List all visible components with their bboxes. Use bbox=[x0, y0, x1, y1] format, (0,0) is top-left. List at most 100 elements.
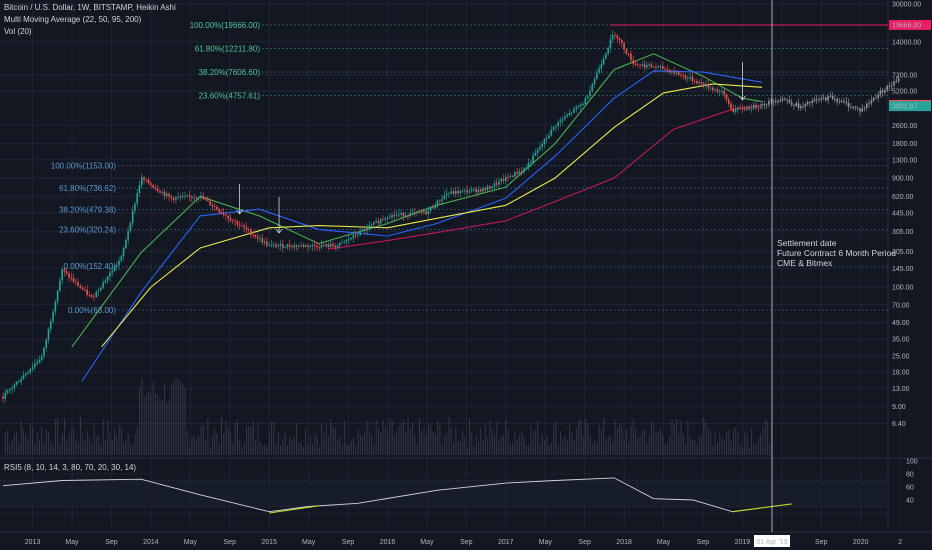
ma-line bbox=[328, 104, 763, 250]
volume-bar bbox=[434, 433, 436, 455]
candle bbox=[18, 381, 20, 383]
volume-indicator-label[interactable]: Vol (20) bbox=[4, 27, 32, 36]
time-tick-label: 2 bbox=[898, 539, 902, 546]
candle bbox=[737, 107, 739, 110]
candle bbox=[304, 245, 307, 247]
candle bbox=[504, 176, 507, 181]
candle bbox=[559, 120, 562, 123]
ma-line bbox=[71, 53, 763, 348]
candle bbox=[227, 215, 230, 219]
volume-bar bbox=[327, 436, 329, 455]
volume-bar bbox=[104, 439, 106, 455]
projection-candle bbox=[765, 104, 768, 106]
candle bbox=[84, 289, 86, 291]
projection-candle bbox=[786, 99, 788, 101]
candle bbox=[386, 217, 389, 219]
price-tick-label: 70.00 bbox=[892, 302, 910, 309]
volume-bar bbox=[400, 423, 402, 455]
volume-bar bbox=[762, 426, 764, 455]
volume-bar bbox=[650, 422, 652, 455]
candle bbox=[623, 42, 625, 50]
candle bbox=[673, 71, 675, 74]
candle bbox=[557, 122, 559, 127]
volume-bar bbox=[125, 440, 127, 455]
volume-bar bbox=[701, 436, 703, 455]
fib-right-label: 23.60%(4757.61) bbox=[199, 91, 261, 100]
volume-bar bbox=[332, 425, 334, 455]
volume-bar bbox=[669, 435, 671, 455]
volume-bar bbox=[619, 423, 621, 455]
volume-bar bbox=[660, 428, 662, 455]
candle bbox=[416, 211, 418, 213]
volume-bar bbox=[202, 424, 204, 455]
volume-bar bbox=[352, 437, 354, 455]
projection-candle bbox=[799, 106, 802, 109]
volume-bar bbox=[635, 428, 637, 455]
candle bbox=[202, 195, 205, 199]
volume-bar bbox=[234, 423, 236, 455]
candle bbox=[336, 245, 339, 248]
volume-bar bbox=[366, 419, 368, 455]
price-tick-label: 7200.00 bbox=[892, 72, 917, 79]
projection-candle bbox=[761, 104, 763, 105]
volume-bar bbox=[268, 430, 270, 455]
volume-bar bbox=[637, 436, 639, 455]
volume-bar bbox=[91, 442, 93, 455]
volume-bar bbox=[541, 434, 543, 455]
candle bbox=[268, 244, 270, 246]
volume-bar bbox=[255, 440, 257, 455]
projection-candle bbox=[777, 100, 779, 103]
volume-bar bbox=[682, 433, 684, 455]
volume-bar bbox=[348, 444, 350, 455]
projection-candle bbox=[781, 98, 784, 101]
candle bbox=[27, 372, 29, 374]
candle bbox=[320, 244, 323, 248]
price-tick-label: 305.00 bbox=[892, 229, 914, 236]
candle bbox=[400, 212, 402, 215]
candle bbox=[388, 217, 391, 219]
candle bbox=[459, 191, 462, 194]
candle bbox=[607, 47, 609, 54]
candle bbox=[275, 244, 277, 247]
price-tick-label: 2600.00 bbox=[892, 123, 917, 130]
projection-candle bbox=[884, 90, 886, 93]
candles bbox=[2, 30, 900, 404]
volume-bar bbox=[357, 428, 359, 455]
volume-bar bbox=[257, 422, 259, 455]
volume-bar bbox=[582, 435, 584, 455]
time-tick-label: Sep bbox=[105, 539, 118, 546]
candle bbox=[595, 72, 598, 79]
time-tick-label: May bbox=[184, 539, 198, 546]
candle bbox=[502, 179, 505, 181]
projection-candle bbox=[784, 98, 786, 100]
candle bbox=[407, 215, 409, 217]
time-tick-label: May bbox=[302, 539, 316, 546]
volume-bar bbox=[764, 418, 766, 455]
volume-bar bbox=[120, 427, 122, 455]
volume-bar bbox=[291, 440, 293, 455]
projection-candle bbox=[847, 103, 850, 107]
rsi-indicator-label[interactable]: RSI5 (8, 10, 14, 3, 80, 70, 20, 30, 14) bbox=[4, 463, 137, 472]
candle bbox=[420, 212, 423, 213]
candle bbox=[486, 186, 489, 190]
volume-bar bbox=[157, 393, 159, 455]
volume-bar bbox=[723, 439, 725, 455]
volume-bar bbox=[134, 434, 136, 455]
volume-bar bbox=[600, 429, 602, 455]
candle bbox=[495, 183, 498, 185]
volume-bar bbox=[330, 419, 332, 455]
candle bbox=[443, 195, 446, 199]
projection-candle bbox=[822, 97, 825, 99]
candle bbox=[332, 244, 334, 247]
volume-bar bbox=[271, 422, 273, 455]
candle bbox=[555, 126, 557, 128]
volume-bar bbox=[657, 431, 659, 455]
ma-indicator-label[interactable]: Multi Moving Average (22, 50, 95, 200) bbox=[4, 15, 142, 24]
volume-bar bbox=[519, 434, 521, 455]
candle bbox=[418, 211, 421, 213]
candle bbox=[311, 244, 314, 246]
volume-bar bbox=[489, 419, 491, 455]
volume-bar bbox=[175, 377, 177, 455]
volume-bar bbox=[484, 424, 486, 455]
